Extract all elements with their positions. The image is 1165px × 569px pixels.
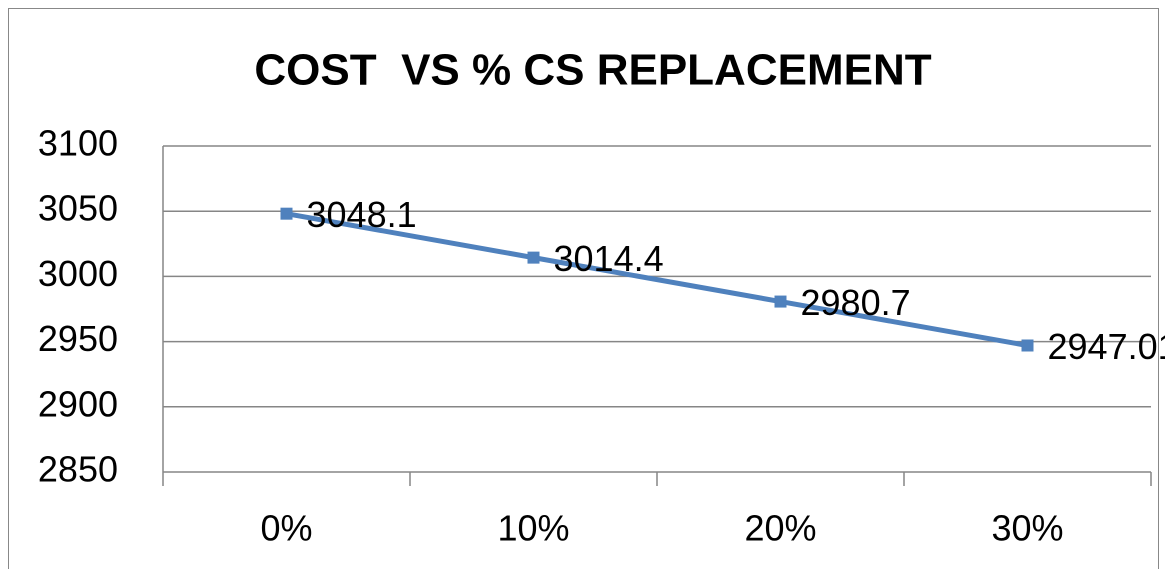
data-label: 2947.01	[1048, 326, 1165, 367]
y-tick-label: 3050	[38, 188, 118, 229]
x-tick-label: 10%	[497, 508, 569, 549]
data-point	[1021, 339, 1034, 352]
data-label: 2980.7	[801, 282, 911, 323]
y-tick-label: 2850	[38, 449, 118, 490]
x-tick-label: 0%	[260, 508, 312, 549]
y-tick-label: 3100	[38, 123, 118, 164]
data-point	[774, 295, 787, 308]
data-label: 3014.4	[554, 238, 664, 279]
line-series	[286, 211, 1028, 348]
data-point	[280, 207, 293, 220]
y-tick-label: 2950	[38, 318, 118, 359]
y-tick-label: 3000	[38, 253, 118, 294]
chart-title: COST VS % CS REPLACEMENT	[254, 46, 931, 95]
x-tick-label: 20%	[744, 508, 816, 549]
chart-frame	[8, 8, 1159, 569]
y-tick-label: 2900	[38, 383, 118, 424]
x-tick-label: 30%	[991, 508, 1063, 549]
data-label: 3048.1	[307, 194, 417, 235]
data-point	[527, 251, 540, 264]
